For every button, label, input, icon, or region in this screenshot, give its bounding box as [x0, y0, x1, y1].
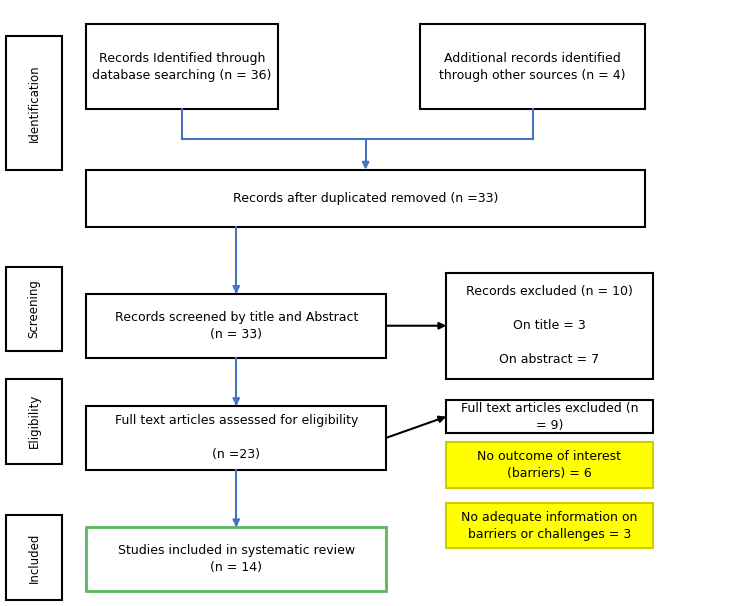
Text: Records Identified through
database searching (n = 36): Records Identified through database sear…: [92, 52, 272, 82]
Bar: [6, 36, 62, 170]
Bar: [446, 503, 652, 548]
Bar: [420, 24, 645, 109]
Bar: [6, 267, 62, 351]
Bar: [86, 406, 386, 470]
Text: Screening: Screening: [28, 279, 40, 339]
Bar: [6, 515, 62, 600]
Text: Additional records identified
through other sources (n = 4): Additional records identified through ot…: [440, 52, 626, 82]
Text: No adequate information on
barriers or challenges = 3: No adequate information on barriers or c…: [461, 511, 638, 541]
Bar: [86, 170, 645, 227]
Text: Full text articles excluded (n
= 9): Full text articles excluded (n = 9): [460, 402, 638, 431]
Text: Studies included in systematic review
(n = 14): Studies included in systematic review (n…: [118, 544, 355, 574]
Bar: [86, 24, 278, 109]
Text: Records screened by title and Abstract
(n = 33): Records screened by title and Abstract (…: [115, 311, 358, 341]
Text: Records after duplicated removed (n =33): Records after duplicated removed (n =33): [233, 192, 498, 205]
Text: Records excluded (n = 10)

On title = 3

On abstract = 7: Records excluded (n = 10) On title = 3 O…: [466, 285, 633, 366]
Text: Eligibility: Eligibility: [28, 394, 40, 448]
Bar: [6, 379, 62, 464]
Bar: [86, 527, 386, 591]
Bar: [446, 442, 652, 488]
Bar: [86, 294, 386, 358]
Text: Included: Included: [28, 532, 40, 583]
Text: No outcome of interest
(barriers) = 6: No outcome of interest (barriers) = 6: [477, 450, 621, 480]
Bar: [446, 400, 652, 433]
Bar: [446, 273, 652, 379]
Text: Full text articles assessed for eligibility

(n =23): Full text articles assessed for eligibil…: [115, 415, 358, 461]
Text: Identification: Identification: [28, 64, 40, 142]
